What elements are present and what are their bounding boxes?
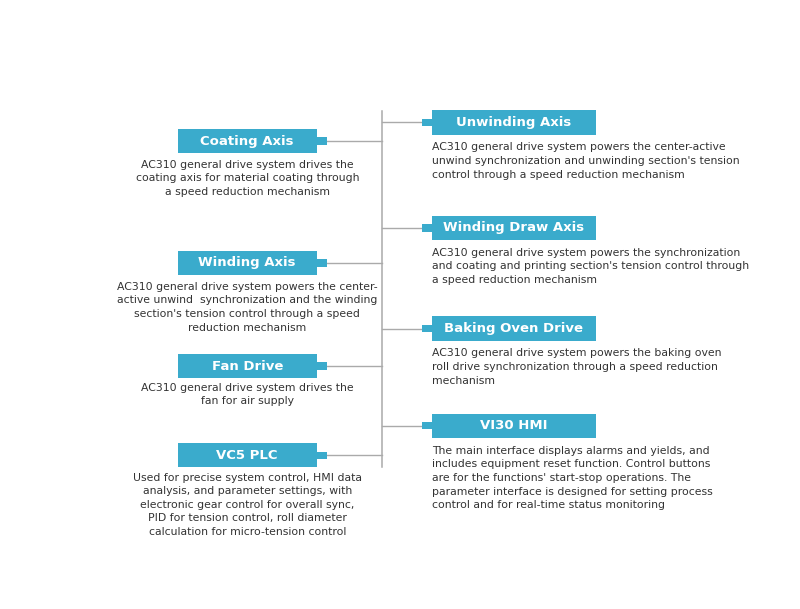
Text: VC5 PLC: VC5 PLC — [217, 449, 278, 462]
Text: The main interface displays alarms and yields, and
includes equipment reset func: The main interface displays alarms and y… — [432, 446, 713, 510]
Text: AC310 general drive system drives the
coating axis for material coating through
: AC310 general drive system drives the co… — [135, 160, 359, 197]
Text: Winding Axis: Winding Axis — [198, 256, 296, 270]
Text: AC310 general drive system powers the center-
active unwind  synchronization and: AC310 general drive system powers the ce… — [117, 282, 378, 333]
Text: AC310 general drive system powers the baking oven
roll drive synchronization thr: AC310 general drive system powers the ba… — [432, 348, 722, 385]
Text: Unwinding Axis: Unwinding Axis — [456, 116, 571, 129]
Text: AC310 general drive system powers the center-active
unwind synchronization and u: AC310 general drive system powers the ce… — [432, 143, 739, 180]
FancyBboxPatch shape — [422, 422, 432, 429]
Text: Coating Axis: Coating Axis — [201, 135, 294, 147]
FancyBboxPatch shape — [422, 119, 432, 126]
Text: AC310 general drive system drives the
fan for air supply: AC310 general drive system drives the fa… — [141, 382, 354, 406]
Text: AC310 general drive system powers the synchronization
and coating and printing s: AC310 general drive system powers the sy… — [432, 247, 749, 285]
Text: Winding Draw Axis: Winding Draw Axis — [443, 221, 585, 234]
Text: Fan Drive: Fan Drive — [211, 360, 283, 373]
FancyBboxPatch shape — [178, 251, 317, 275]
FancyBboxPatch shape — [317, 137, 327, 145]
FancyBboxPatch shape — [422, 325, 432, 333]
FancyBboxPatch shape — [432, 110, 596, 135]
FancyBboxPatch shape — [178, 129, 317, 153]
Text: Used for precise system control, HMI data
analysis, and parameter settings, with: Used for precise system control, HMI dat… — [133, 473, 362, 537]
FancyBboxPatch shape — [178, 443, 317, 468]
FancyBboxPatch shape — [432, 414, 596, 438]
FancyBboxPatch shape — [317, 451, 327, 459]
FancyBboxPatch shape — [432, 216, 596, 240]
FancyBboxPatch shape — [422, 224, 432, 231]
FancyBboxPatch shape — [178, 354, 317, 378]
Text: Baking Oven Drive: Baking Oven Drive — [444, 322, 583, 335]
Text: VI30 HMI: VI30 HMI — [480, 419, 547, 432]
FancyBboxPatch shape — [317, 259, 327, 267]
FancyBboxPatch shape — [432, 317, 596, 341]
FancyBboxPatch shape — [317, 362, 327, 370]
